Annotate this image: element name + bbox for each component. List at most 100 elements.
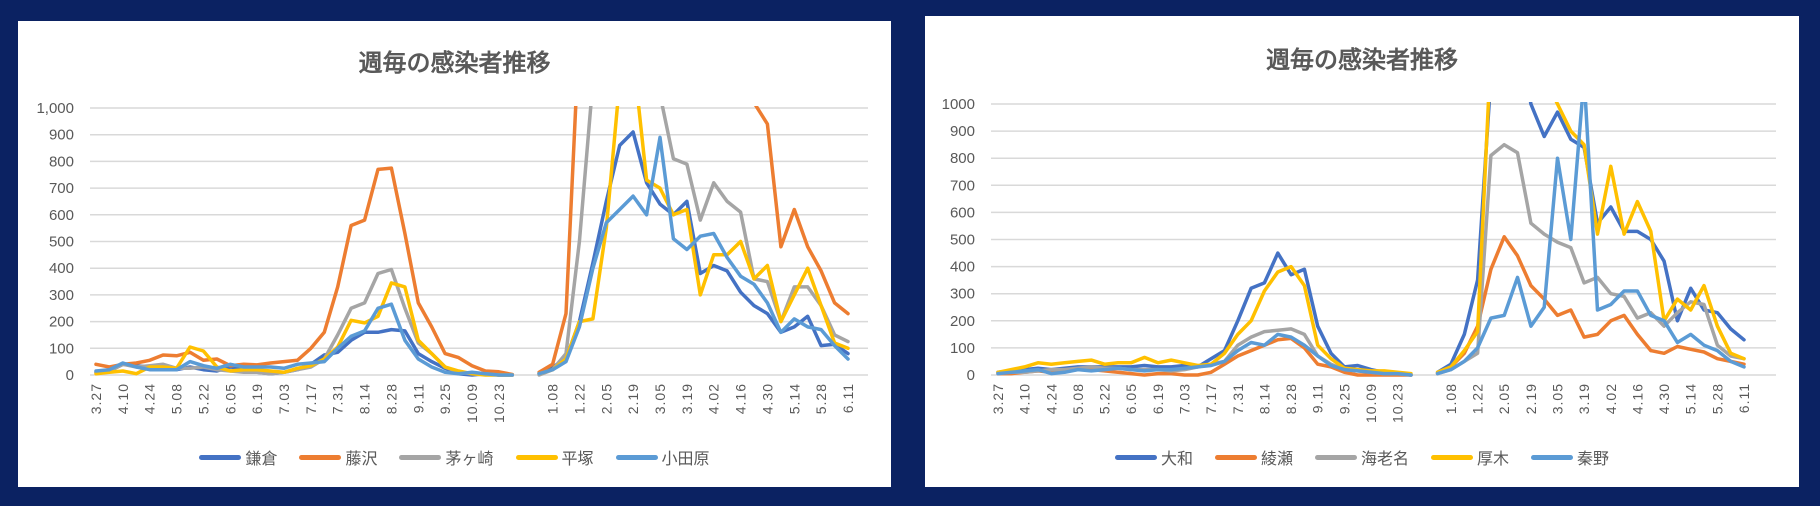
y-tick-label: 700: [950, 177, 975, 194]
y-tick-label: 500: [950, 232, 975, 249]
x-tick-label: 10.09: [464, 383, 480, 423]
y-tick-label: 900: [950, 123, 975, 140]
x-tick-label: 4.30: [1656, 383, 1672, 414]
x-tick-label: 5.08: [169, 383, 185, 414]
x-tick-label: 3.27: [990, 383, 1006, 414]
legend-item: 大和: [1114, 445, 1193, 469]
x-tick-label: 5.14: [786, 383, 802, 414]
legend-swatch: [1531, 454, 1574, 460]
x-tick-label: 4.10: [115, 383, 131, 414]
x-tick-label: 4.24: [1043, 383, 1059, 414]
legend-label: 綾瀬: [1260, 451, 1293, 468]
legend-swatch: [1314, 454, 1357, 460]
series-line-鎌倉: [94, 130, 850, 377]
y-tick-label: 800: [950, 150, 975, 167]
legend-item: 秦野: [1531, 445, 1609, 469]
x-tick-label: 6.11: [1736, 383, 1752, 413]
x-tick-label: 3.19: [1576, 383, 1592, 414]
x-tick-label: 7.31: [330, 383, 346, 414]
chart-title: 週毎の感染者推移: [1266, 47, 1458, 74]
x-tick-label: 10.09: [1363, 383, 1379, 423]
legend-swatch: [199, 454, 242, 460]
legend-item: 平塚: [515, 445, 594, 469]
x-tick-label: 3.05: [652, 383, 668, 414]
legend-label: 藤沢: [345, 451, 378, 468]
legend-label: 茅ヶ崎: [445, 451, 494, 468]
legend-swatch: [1114, 454, 1157, 460]
x-tick-label: 1.22: [1470, 383, 1486, 414]
x-tick-label: 5.28: [1709, 383, 1725, 414]
x-tick-label: 7.17: [1203, 383, 1219, 414]
x-tick-label: 10.23: [1390, 383, 1406, 423]
legend-item: 海老名: [1314, 445, 1409, 469]
x-tick-label: 8.14: [357, 383, 373, 414]
y-tick-label: 700: [49, 180, 74, 197]
x-tick-label: 5.08: [1070, 383, 1086, 414]
y-tick-label: 1000: [942, 96, 975, 113]
legend-swatch: [515, 454, 558, 460]
x-tick-label: 4.02: [706, 383, 722, 414]
y-tick-label: 0: [967, 367, 975, 384]
legend-swatch: [1431, 454, 1473, 460]
legend-label: 大和: [1160, 451, 1193, 468]
legend-label: 鎌倉: [245, 451, 278, 468]
legend-swatch: [299, 454, 342, 460]
y-tick-label: 100: [950, 340, 975, 357]
chart-panel-left: 週毎の感染者推移 0 100 200 300 400 500 600 700 800 900 1,0…: [18, 21, 891, 487]
x-tick-label: 4.16: [733, 383, 749, 414]
x-tick-label: 5.22: [195, 383, 211, 414]
y-tick-label: 200: [950, 313, 975, 330]
y-tick-label: 0: [66, 367, 74, 384]
legend-label: 秦野: [1577, 451, 1610, 468]
legend-swatch: [615, 454, 658, 460]
series-line-海老名: [996, 142, 1746, 377]
x-tick-label: 1.22: [571, 383, 587, 414]
series-line-綾瀬: [996, 235, 1746, 377]
legend-item: 小田原: [615, 445, 710, 469]
series-line-平塚: [94, 106, 850, 377]
x-tick-label: 4.10: [1017, 383, 1033, 414]
legend-item: 茅ヶ崎: [399, 445, 494, 469]
x-tick-label: 5.22: [1097, 383, 1113, 414]
legend-item: 鎌倉: [199, 445, 277, 469]
x-tick-label: 8.28: [383, 383, 399, 414]
legend-item: 藤沢: [299, 445, 377, 469]
series-line-茅ヶ崎: [94, 106, 850, 377]
x-tick-label: 7.03: [1177, 383, 1193, 414]
legend-label: 海老名: [1360, 451, 1409, 468]
y-tick-label: 300: [950, 286, 975, 303]
x-tick-label: 4.30: [759, 383, 775, 414]
series-line-小田原: [94, 135, 850, 377]
x-tick-label: 9.11: [1310, 383, 1326, 413]
series-group: [996, 102, 1746, 377]
legend-label: 厚木: [1477, 451, 1510, 468]
x-tick-label: 3.05: [1550, 383, 1566, 414]
series-group: [94, 106, 850, 377]
x-tick-label: 4.02: [1603, 383, 1619, 414]
chart-title: 週毎の感染者推移: [358, 50, 551, 77]
x-tick-label: 8.28: [1283, 383, 1299, 414]
legend-item: 厚木: [1431, 445, 1509, 469]
x-tick-label: 5.28: [813, 383, 829, 414]
line-chart: 0 100 200 300 400 500 600 700 800 900 1000 3.27 4.10…: [942, 96, 1776, 423]
x-tick-label: 6.19: [1150, 383, 1166, 414]
legend-item: 綾瀬: [1214, 445, 1293, 469]
y-tick-label: 300: [49, 287, 74, 304]
x-tick-label: 9.25: [437, 383, 453, 414]
y-tick-label: 600: [950, 204, 975, 221]
x-tick-label: 10.23: [491, 383, 507, 423]
x-tick-label: 6.11: [840, 383, 856, 413]
x-tick-label: 4.24: [142, 383, 158, 414]
x-tick-label: 9.11: [410, 383, 426, 413]
legend: 大和 綾瀬 海老名 厚木 秦野: [925, 445, 1799, 469]
y-tick-label: 900: [49, 127, 74, 144]
x-tick-label: 2.19: [625, 383, 641, 414]
x-tick-label: 5.14: [1683, 383, 1699, 414]
x-tick-label: 6.05: [222, 383, 238, 414]
series-line-大和: [996, 102, 1746, 377]
x-tick-label: 4.16: [1629, 383, 1645, 414]
x-tick-label: 2.05: [598, 383, 614, 414]
x-tick-label: 3.27: [88, 383, 104, 414]
x-tick-label: 7.31: [1230, 383, 1246, 414]
y-tick-label: 1,000: [36, 100, 74, 117]
